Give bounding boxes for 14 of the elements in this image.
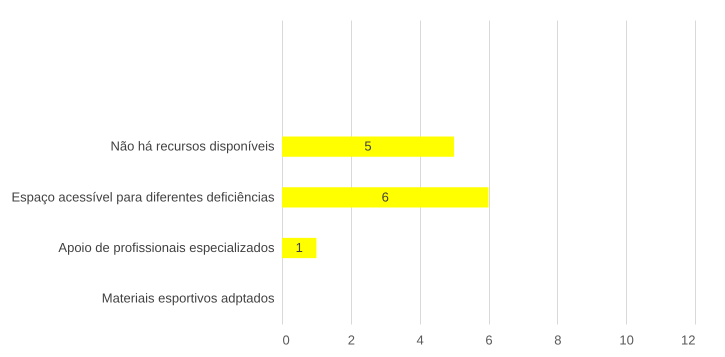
x-tick-label: 6 [485, 332, 493, 348]
x-tick-label: 4 [416, 332, 424, 348]
x-tick-label: 2 [348, 332, 355, 348]
data-label: 6 [382, 189, 389, 204]
x-tick-label: 8 [554, 332, 562, 348]
x-tick-label: 10 [619, 332, 634, 348]
y-tick-label: Não há recursos disponíveis [110, 138, 275, 154]
x-tick-label: 12 [681, 332, 696, 348]
y-tick-label: Apoio de profissionais especializados [58, 240, 275, 255]
y-tick-label: Espaço acessível para diferentes deficiências [11, 189, 275, 204]
x-tick-label: 0 [282, 332, 290, 348]
data-label: 1 [296, 240, 303, 255]
y-tick-label: Materiais esportivos adptados [102, 290, 275, 306]
data-label: 5 [364, 138, 372, 154]
